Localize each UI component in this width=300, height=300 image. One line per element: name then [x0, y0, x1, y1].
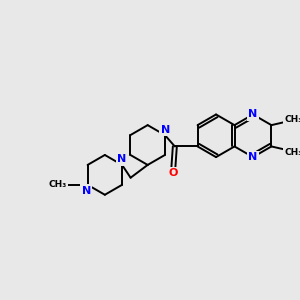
Text: N: N [248, 110, 258, 119]
Text: O: O [169, 168, 178, 178]
Text: CH₃: CH₃ [49, 180, 67, 189]
Text: N: N [82, 185, 91, 196]
Text: CH₃: CH₃ [284, 115, 300, 124]
Text: N: N [248, 152, 258, 162]
Text: N: N [117, 154, 127, 164]
Text: CH₃: CH₃ [284, 148, 300, 157]
Text: N: N [161, 125, 170, 135]
